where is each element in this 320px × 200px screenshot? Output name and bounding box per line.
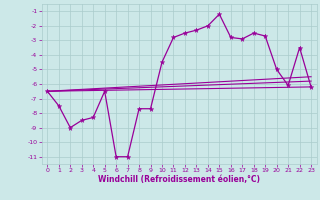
X-axis label: Windchill (Refroidissement éolien,°C): Windchill (Refroidissement éolien,°C) bbox=[98, 175, 260, 184]
